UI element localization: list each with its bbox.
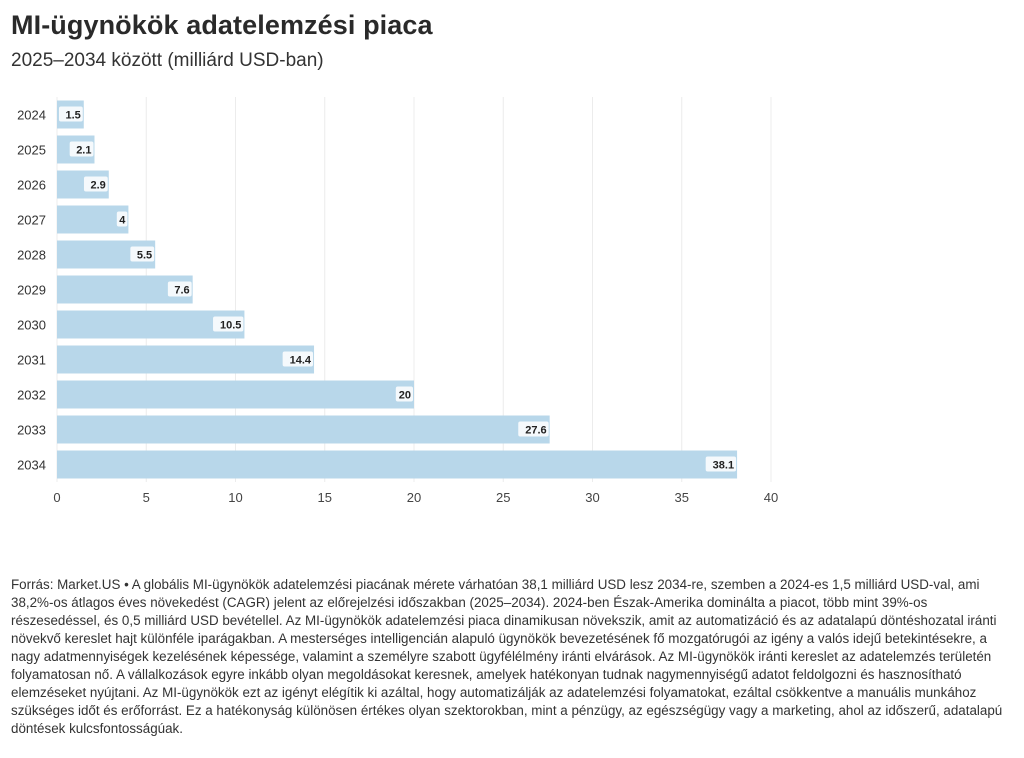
y-tick-label: 2029 — [17, 283, 46, 298]
y-tick-label: 2025 — [17, 143, 46, 158]
data-label-background — [705, 456, 737, 472]
data-label: 5.5 — [137, 250, 152, 262]
y-tick-label: 2026 — [17, 178, 46, 193]
bar — [57, 345, 315, 374]
data-label: 10.5 — [220, 320, 241, 332]
data-label: 27.6 — [525, 425, 546, 437]
bar-layer — [57, 100, 738, 479]
data-label: 14.4 — [290, 355, 312, 367]
x-tick-label: 25 — [496, 490, 510, 505]
chart-subtitle: 2025–2034 között (milliárd USD-ban) — [11, 50, 324, 71]
y-tick-label: 2024 — [17, 108, 46, 123]
source-footnote: Forrás: Market.US • A globális MI-ügynök… — [11, 577, 1003, 736]
data-label-background — [167, 281, 192, 297]
data-label: 20 — [399, 390, 411, 402]
y-tick-label: 2027 — [17, 213, 46, 228]
bar — [57, 380, 414, 409]
data-label: 2.1 — [76, 145, 91, 157]
x-tick-label: 20 — [407, 490, 421, 505]
y-tick-label: 2028 — [17, 248, 46, 263]
data-label-background — [130, 246, 155, 262]
data-label: 7.6 — [174, 285, 189, 297]
y-tick-label: 2034 — [17, 458, 46, 473]
data-label: 2.9 — [90, 180, 105, 192]
data-label-background — [116, 211, 128, 227]
x-tick-label: 15 — [318, 490, 332, 505]
x-tick-label: 10 — [228, 490, 242, 505]
y-tick-label: 2033 — [17, 423, 46, 438]
bar — [57, 450, 738, 479]
label-layer: 1.5 2.1 2.9 4 5.5 7.6 10.5 14.4 20 27.6 38.1 — [58, 106, 737, 472]
data-label: 38.1 — [713, 460, 734, 472]
x-tick-label: 40 — [764, 490, 778, 505]
y-tick-label: 2032 — [17, 388, 46, 403]
axis-layer: 0 5 10 15 20 25 30 35 40202420252026202720282029… — [17, 108, 778, 506]
chart-title: MI-ügynökök adatelemzési piaca — [11, 10, 433, 40]
data-label-background — [58, 106, 83, 122]
data-label-background — [395, 386, 413, 402]
data-label-background — [282, 351, 314, 367]
data-label-background — [518, 421, 549, 437]
x-tick-label: 5 — [143, 490, 150, 505]
data-label-background — [213, 316, 244, 332]
y-tick-label: 2031 — [17, 353, 46, 368]
data-label-background — [69, 141, 94, 157]
data-label: 4 — [119, 215, 126, 227]
bar — [57, 415, 550, 444]
x-tick-label: 0 — [53, 490, 60, 505]
y-tick-label: 2030 — [17, 318, 46, 333]
x-tick-label: 35 — [675, 490, 689, 505]
bar — [57, 205, 129, 234]
data-label-background — [83, 176, 108, 192]
bar-chart: 1.5 2.1 2.9 4 5.5 7.6 10.5 14.4 20 27.6 38.1 0 5 10 1… — [17, 97, 778, 506]
data-label: 1.5 — [65, 110, 80, 122]
x-tick-label: 30 — [585, 490, 599, 505]
